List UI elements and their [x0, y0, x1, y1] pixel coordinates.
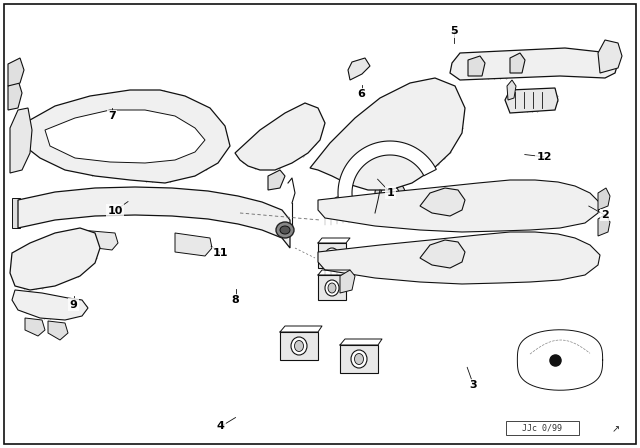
Polygon shape — [175, 233, 212, 256]
Polygon shape — [318, 232, 600, 284]
Ellipse shape — [335, 250, 342, 262]
Polygon shape — [10, 228, 100, 290]
Text: 8: 8 — [232, 295, 239, 305]
Ellipse shape — [325, 280, 339, 296]
FancyBboxPatch shape — [280, 332, 318, 360]
Polygon shape — [340, 270, 355, 293]
Ellipse shape — [276, 222, 294, 238]
Polygon shape — [310, 78, 465, 190]
Polygon shape — [510, 53, 525, 73]
Ellipse shape — [328, 251, 336, 261]
Bar — [506, 421, 579, 435]
Polygon shape — [598, 188, 610, 210]
Ellipse shape — [328, 283, 336, 293]
Ellipse shape — [291, 337, 307, 355]
Text: 2: 2 — [601, 210, 609, 220]
Bar — [12, 198, 20, 228]
Polygon shape — [420, 188, 465, 216]
Polygon shape — [338, 141, 436, 201]
Polygon shape — [8, 58, 24, 86]
Polygon shape — [598, 40, 622, 73]
Text: 4: 4 — [217, 422, 225, 431]
Text: 6: 6 — [358, 89, 365, 99]
Text: 7: 7 — [108, 112, 116, 121]
Text: 5: 5 — [451, 26, 458, 36]
Polygon shape — [235, 103, 325, 170]
Polygon shape — [450, 48, 618, 80]
Polygon shape — [268, 170, 285, 190]
Polygon shape — [48, 321, 68, 340]
Ellipse shape — [332, 247, 344, 265]
Ellipse shape — [351, 350, 367, 368]
FancyBboxPatch shape — [340, 345, 378, 373]
Text: 9: 9 — [70, 300, 77, 310]
Polygon shape — [8, 80, 22, 110]
Polygon shape — [10, 108, 32, 173]
Polygon shape — [507, 80, 516, 100]
Polygon shape — [318, 180, 600, 232]
Polygon shape — [505, 88, 558, 113]
Text: 3: 3 — [470, 380, 477, 390]
Text: 11: 11 — [213, 248, 228, 258]
Text: 1: 1 — [387, 188, 394, 198]
Text: JJc 0/99: JJc 0/99 — [522, 423, 563, 432]
Polygon shape — [80, 230, 118, 250]
Polygon shape — [468, 56, 485, 76]
FancyBboxPatch shape — [318, 243, 346, 268]
Ellipse shape — [375, 181, 405, 206]
Text: ↗: ↗ — [612, 424, 620, 434]
FancyBboxPatch shape — [318, 275, 346, 300]
Text: 12: 12 — [536, 152, 552, 162]
Ellipse shape — [294, 340, 303, 352]
Ellipse shape — [325, 248, 339, 264]
Polygon shape — [45, 110, 205, 163]
Polygon shape — [598, 214, 610, 236]
Polygon shape — [420, 240, 465, 268]
Ellipse shape — [335, 201, 342, 211]
Polygon shape — [25, 318, 45, 336]
Polygon shape — [12, 290, 88, 320]
Ellipse shape — [280, 226, 290, 234]
Polygon shape — [18, 90, 230, 183]
Polygon shape — [18, 187, 290, 248]
Polygon shape — [348, 58, 370, 80]
Ellipse shape — [514, 61, 522, 71]
Text: 10: 10 — [108, 206, 123, 215]
Ellipse shape — [381, 185, 399, 201]
Polygon shape — [517, 330, 603, 390]
Ellipse shape — [355, 353, 364, 365]
Ellipse shape — [332, 197, 344, 215]
Ellipse shape — [472, 63, 480, 73]
